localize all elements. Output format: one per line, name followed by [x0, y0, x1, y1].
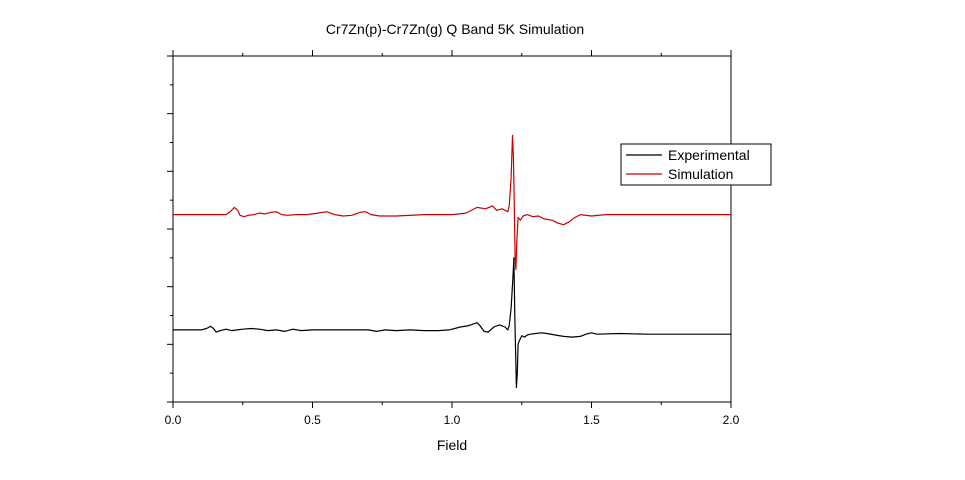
series-line-experimental — [173, 257, 731, 389]
plot-lines — [173, 134, 731, 389]
x-tick-label: 2.0 — [723, 413, 740, 427]
x-tick-label: 0.0 — [165, 413, 182, 427]
legend-box — [620, 143, 772, 186]
x-axis-label: Field — [437, 437, 467, 453]
chart-title: Cr7Zn(p)-Cr7Zn(g) Q Band 5K Simulation — [326, 21, 584, 37]
plot-frame — [172, 55, 732, 403]
x-tick-label: 0.5 — [304, 413, 321, 427]
legend: Experimental Simulation — [620, 143, 772, 186]
legend-label-experimental: Experimental — [668, 147, 750, 163]
x-tick-label: 1.5 — [583, 413, 600, 427]
axis-ticks — [167, 50, 732, 408]
legend-label-simulation: Simulation — [668, 166, 733, 182]
x-tick-labels: 0.0 0.5 1.0 1.5 2.0 — [165, 413, 740, 427]
series-line-simulation — [173, 134, 731, 270]
x-tick-label: 1.0 — [444, 413, 461, 427]
